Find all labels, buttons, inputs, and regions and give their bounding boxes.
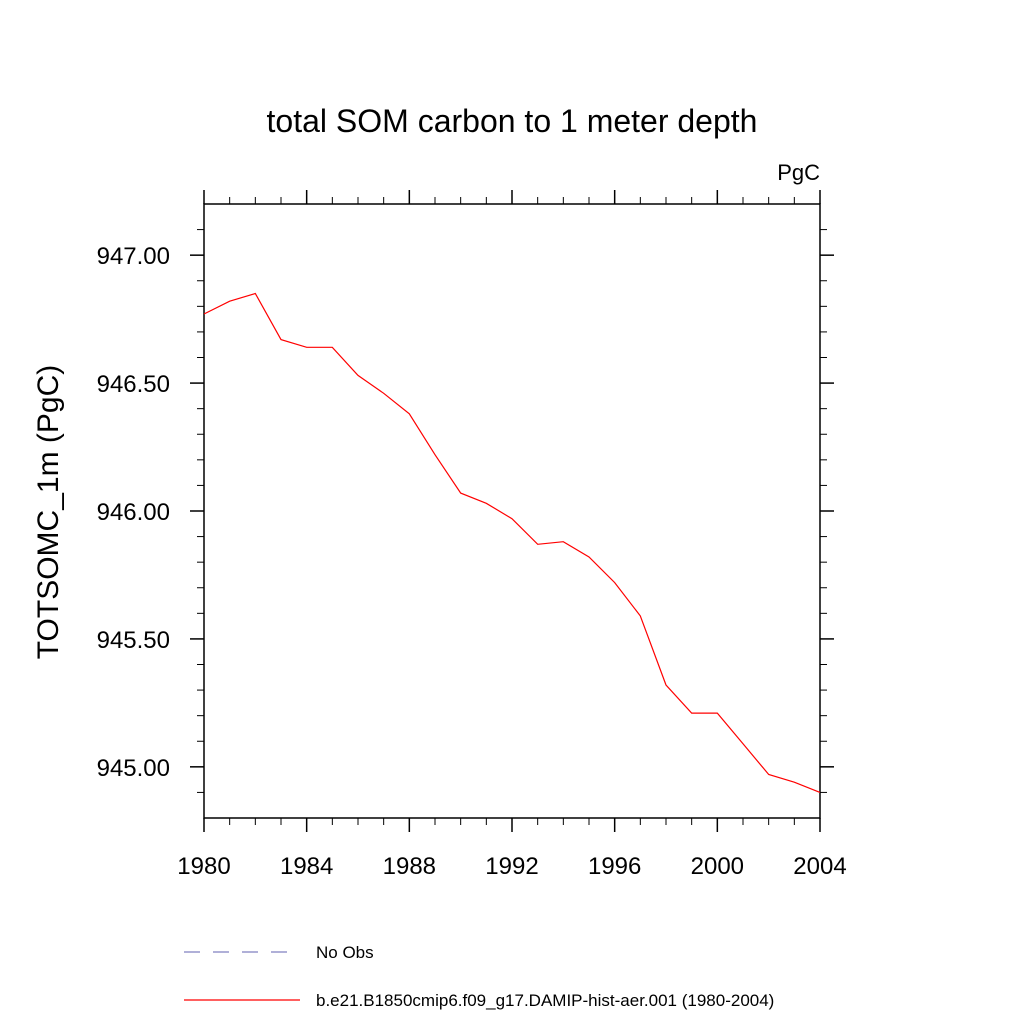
x-tick-label: 2004 — [793, 853, 846, 880]
legend: No Obs b.e21.B1850cmip6.f09_g17.DAMIP-his… — [184, 943, 774, 1010]
series-group — [203, 292, 821, 793]
legend-label: b.e21.B1850cmip6.f09_g17.DAMIP-hist-aer.… — [316, 991, 774, 1010]
x-tick-label: 1988 — [383, 853, 436, 880]
x-tick-label: 1984 — [280, 853, 333, 880]
y-tick-label: 946.00 — [97, 499, 170, 526]
x-tick-label: 1980 — [177, 853, 230, 880]
x-tick-label: 2000 — [691, 853, 744, 880]
axis-tick-labels: 1980 1984 1988 1992 1996 2000 2004 945.00 945.50… — [97, 243, 847, 880]
legend-label: No Obs — [316, 943, 374, 962]
y-tick-label: 946.50 — [97, 371, 170, 398]
units-label: PgC — [777, 160, 820, 185]
x-tick-label: 1996 — [588, 853, 641, 880]
axis-ticks — [190, 190, 834, 832]
series-line — [203, 292, 821, 793]
y-tick-label: 945.50 — [97, 627, 170, 654]
y-tick-label: 947.00 — [97, 243, 170, 270]
x-tick-label: 1992 — [485, 853, 538, 880]
chart-title: total SOM carbon to 1 meter depth — [267, 103, 758, 139]
y-axis-label: TOTSOMC_1m (PgC) — [32, 365, 65, 659]
y-tick-label: 945.00 — [97, 755, 170, 782]
